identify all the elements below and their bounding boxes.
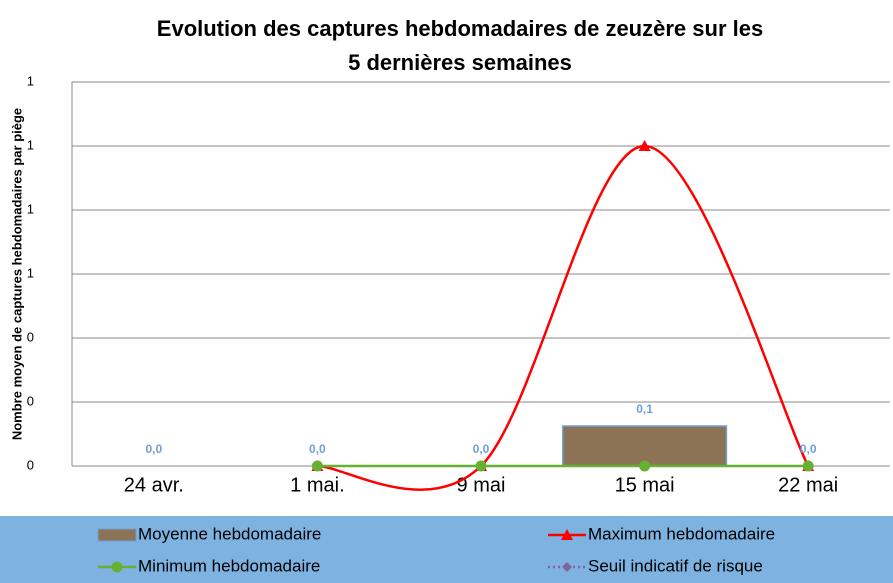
y-axis-label: Nombre moyen de captures hebdomadaires p…: [9, 108, 24, 440]
y-tick-label: 1: [27, 73, 34, 88]
y-tick-label: 1: [27, 265, 34, 280]
chart: Evolution des captures hebdomadaires de …: [0, 0, 893, 583]
marker: [639, 461, 650, 472]
y-tick-label: 1: [27, 137, 34, 152]
data-label: 0,0: [309, 442, 326, 456]
x-tick-label: 1 mai.: [290, 474, 344, 496]
bar: [563, 426, 727, 466]
title-line: 5 dernières semaines: [348, 50, 572, 75]
data-label: 0,0: [800, 442, 817, 456]
marker: [476, 461, 487, 472]
y-tick-label: 0: [27, 393, 34, 408]
legend-label: Minimum hebdomadaire: [138, 556, 320, 575]
data-label: 0,1: [636, 402, 653, 416]
title-line: Evolution des captures hebdomadaires de …: [157, 16, 763, 41]
y-tick-label: 1: [27, 201, 34, 216]
legend-label: Moyenne hebdomadaire: [138, 524, 321, 543]
marker: [112, 562, 123, 573]
legend-label: Maximum hebdomadaire: [588, 524, 775, 543]
y-tick-label: 0: [27, 457, 34, 472]
marker: [803, 461, 814, 472]
data-label: 0,0: [145, 442, 162, 456]
y-tick-label: 0: [27, 329, 34, 344]
data-label: 0,0: [473, 442, 490, 456]
marker: [312, 461, 323, 472]
x-tick-label: 15 mai: [615, 474, 675, 496]
legend-label: Seuil indicatif de risque: [588, 556, 763, 575]
x-tick-label: 24 avr.: [124, 474, 184, 496]
x-tick-label: 22 mai: [778, 474, 838, 496]
legend-swatch: [98, 529, 136, 541]
